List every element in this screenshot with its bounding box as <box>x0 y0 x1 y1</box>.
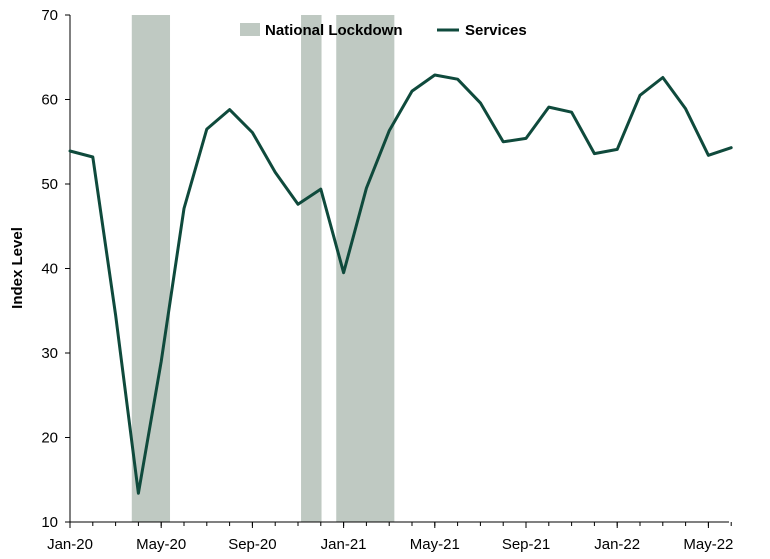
lockdown-band-1 <box>131 15 171 522</box>
y-tick-label: 10 <box>41 514 58 531</box>
x-tick-label: Sep-21 <box>502 536 550 553</box>
x-tick-label: Jan-21 <box>321 536 367 553</box>
legend-swatch-lockdown <box>240 23 260 36</box>
x-tick-label: May-20 <box>136 536 186 553</box>
x-tick-label: Jan-20 <box>47 536 93 553</box>
legend: National Lockdown Services <box>240 22 527 39</box>
legend-label: Services <box>465 22 527 39</box>
lockdown-bands <box>131 15 395 522</box>
y-axis-title: Index Level <box>9 227 26 309</box>
series-line-services <box>68 73 733 495</box>
x-tick-label: May-21 <box>410 536 460 553</box>
y-tick-label: 70 <box>41 7 58 24</box>
axes: 10 20 30 40 50 60 70 Jan-20 May-20 Sep-20 Jan-21 Ma… <box>41 7 733 553</box>
x-tick-label: Jan-22 <box>594 536 640 553</box>
lockdown-band-2 <box>301 15 322 522</box>
legend-label: National Lockdown <box>265 22 403 39</box>
y-tick-label: 50 <box>41 176 58 193</box>
y-tick-label: 20 <box>41 430 58 447</box>
y-tick-label: 40 <box>41 261 58 278</box>
x-tick-label: Sep-20 <box>228 536 276 553</box>
y-tick-label: 60 <box>41 92 58 109</box>
y-tick-label: 30 <box>41 345 58 362</box>
x-tick-label: May-22 <box>683 536 733 553</box>
series-lines <box>68 73 733 495</box>
